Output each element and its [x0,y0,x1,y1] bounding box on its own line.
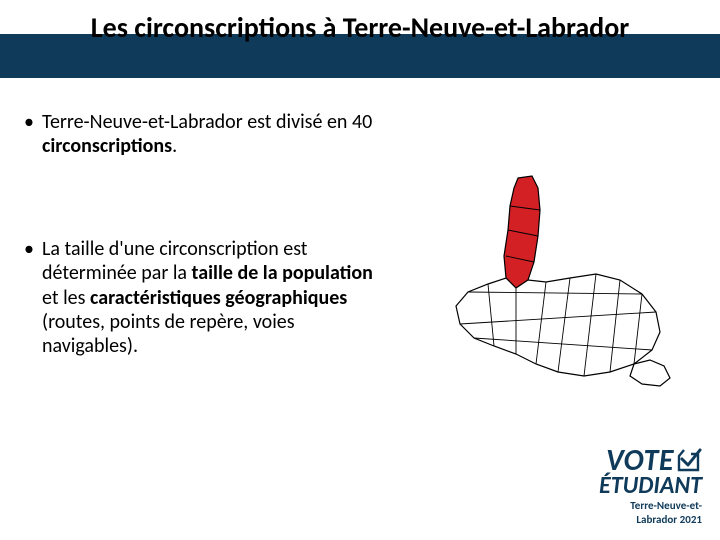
list-item: • La taille d'une circonscription est dé… [24,237,384,359]
text-span: . [172,134,177,158]
text-bold: caractéristiques géographiques [90,286,347,310]
text-span: Terre-Neuve-et-Labrador est divisé en 40 [42,110,372,134]
text-bold: taille de la population [192,261,373,285]
bullet-text: Terre-Neuve-et-Labrador est divisé en 40… [42,110,384,159]
logo-vote-text: VOTE [606,447,674,474]
bullet-dot: • [24,237,42,261]
slide: Les circonscriptions à Terre-Neuve-et-La… [0,0,720,540]
text-bold: circonscriptions [42,134,172,158]
list-item: • Terre-Neuve-et-Labrador est divisé en … [24,110,384,159]
vote-etudiant-logo: VOTE ÉTUDIANT Terre-Neuve-et- Labrador 2… [532,447,702,526]
logo-line1: VOTE [532,447,702,474]
bullet-dot: • [24,110,42,134]
bullet-list: • Terre-Neuve-et-Labrador est divisé en … [24,110,384,359]
map-svg [420,170,680,390]
logo-sub2: Labrador 2021 [532,514,702,526]
newfoundland-map [420,170,680,390]
logo-line2: ÉTUDIANT [532,474,702,498]
logo-sub1: Terre-Neuve-et- [532,500,702,512]
text-span: et les [42,286,90,310]
bullet-text: La taille d'une circonscription est déte… [42,237,384,359]
checkmark-icon [676,448,702,472]
slide-title: Les circonscriptions à Terre-Neuve-et-La… [0,10,720,45]
text-span: (routes, points de repère, voies navigab… [42,310,295,358]
